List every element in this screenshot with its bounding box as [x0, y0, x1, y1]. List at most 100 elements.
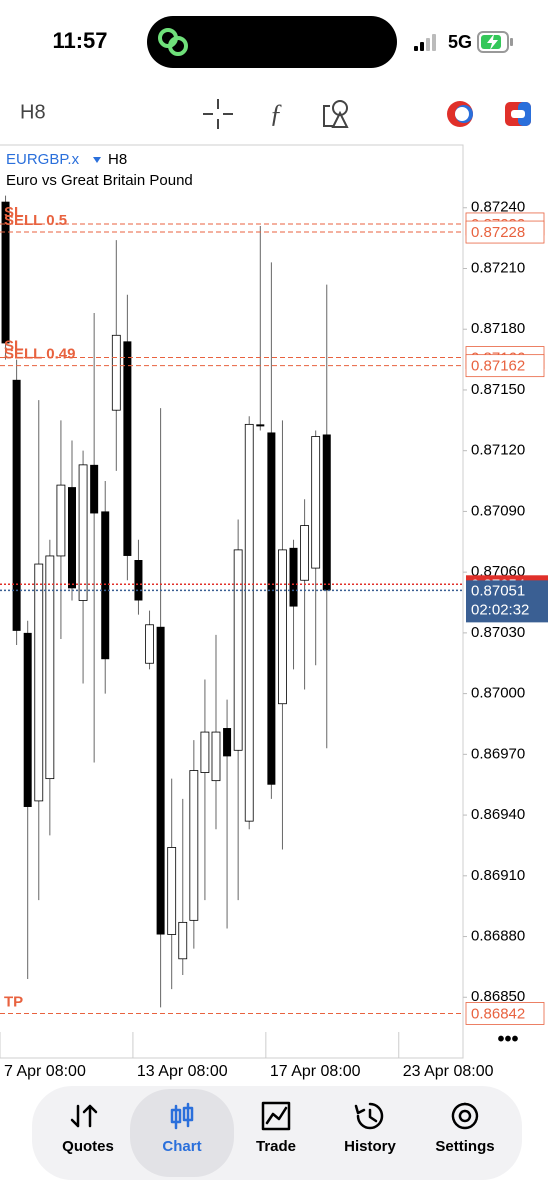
- tab-label: History: [344, 1138, 396, 1155]
- battery: [477, 31, 513, 53]
- candle-body: [78, 464, 88, 601]
- candle-body: [111, 334, 121, 411]
- bid-price-label: 0.87051: [471, 582, 525, 599]
- bid-price-box: [466, 580, 548, 623]
- candle-body: [1, 201, 10, 344]
- candle-body: [134, 560, 143, 601]
- order-label: SELL 0.5: [4, 212, 67, 229]
- order-price-label: 0.87162: [471, 358, 525, 375]
- chart-subtitle: Euro vs Great Britain Pound: [6, 172, 193, 189]
- x-tick-label: 7 Apr 08:00: [4, 1063, 86, 1080]
- tab-icon: [70, 1104, 98, 1128]
- order-price-label: 0.87228: [471, 224, 525, 241]
- candle-body: [200, 731, 210, 773]
- more-button[interactable]: •••: [497, 1028, 518, 1050]
- y-tick-label: 0.87150: [471, 381, 525, 398]
- candle-body: [145, 624, 154, 664]
- candle-body: [244, 423, 254, 822]
- tab-list: Quotes Chart Trade History Settings: [62, 1089, 495, 1177]
- objects-button[interactable]: [323, 100, 349, 128]
- candle-body: [23, 632, 32, 807]
- candle-body: [223, 728, 232, 757]
- tab-label: Trade: [256, 1138, 296, 1155]
- tab[interactable]: Quotes: [62, 1104, 114, 1155]
- order-label: SELL 0.49: [4, 346, 75, 363]
- y-tick-label: 0.86940: [471, 806, 525, 823]
- app-icon: [158, 28, 188, 56]
- tab-bar: [32, 1086, 522, 1180]
- y-tick-label: 0.87030: [471, 624, 525, 641]
- candle-body: [211, 731, 221, 782]
- y-tick-label: 0.87240: [471, 199, 525, 216]
- candle-body: [67, 487, 76, 589]
- network-label: 5G: [448, 32, 472, 52]
- candle-body: [233, 549, 243, 751]
- candle-body: [12, 379, 21, 631]
- y-tick-label: 0.87180: [471, 320, 525, 337]
- order-price-box: [465, 1002, 545, 1025]
- crosshair-button[interactable]: [203, 99, 233, 129]
- candle-body: [178, 921, 188, 960]
- symbol-dropdown[interactable]: [93, 157, 101, 163]
- plot-area: 0.87240 0.87210 0.87180 0.87150 0.87120 0.870…: [0, 195, 548, 1080]
- tab[interactable]: Chart: [162, 1102, 202, 1155]
- order-label: SL: [4, 204, 23, 221]
- candle-body: [311, 436, 321, 569]
- y-tick-label: 0.87000: [471, 685, 525, 702]
- y-tick-label: 0.87120: [471, 442, 525, 459]
- tab[interactable]: History: [344, 1102, 396, 1155]
- order-price-box: [465, 220, 545, 244]
- y-tick-label: 0.86910: [471, 867, 525, 884]
- tab[interactable]: Settings: [435, 1102, 495, 1155]
- candle-body: [167, 847, 177, 935]
- chart-frame: [0, 144, 464, 1059]
- tab-label: Chart: [162, 1138, 201, 1155]
- x-tick-label: 13 Apr 08:00: [137, 1063, 228, 1080]
- order-label: TP: [4, 993, 23, 1010]
- dynamic-island: [147, 16, 397, 68]
- candle-body: [189, 770, 199, 921]
- y-tick-label: 0.87090: [471, 502, 525, 519]
- candle-body: [123, 341, 132, 556]
- active-tab-highlight: [130, 1089, 234, 1177]
- candle-body: [45, 555, 55, 780]
- tab-label: Quotes: [62, 1138, 114, 1155]
- y-tick-label: 0.86850: [471, 988, 525, 1005]
- candle-body: [256, 424, 265, 427]
- candle-body: [300, 525, 310, 581]
- candle-body: [90, 464, 99, 514]
- candle-body: [56, 484, 66, 557]
- toolbar-timeframe[interactable]: H8: [20, 101, 46, 123]
- order-price-box: [465, 354, 545, 378]
- x-tick-label: 23 Apr 08:00: [403, 1063, 494, 1080]
- signal-bars: [414, 34, 436, 51]
- status-time: 11:57: [52, 28, 107, 53]
- trade-button[interactable]: [505, 102, 531, 126]
- chart-timeframe: H8: [108, 151, 127, 168]
- tab-icon: [451, 1102, 479, 1130]
- tab-icon: [354, 1102, 384, 1130]
- tab-icon: [261, 1101, 291, 1131]
- bid-countdown: 02:02:32: [471, 601, 529, 618]
- tab-icon: [170, 1102, 194, 1130]
- chart-symbol[interactable]: EURGBP.x: [6, 151, 80, 168]
- tab-label: Settings: [435, 1138, 494, 1155]
- candle-body: [289, 547, 298, 607]
- candle-body: [322, 434, 331, 591]
- y-tick-label: 0.86880: [471, 928, 525, 945]
- one-click-button[interactable]: [447, 101, 473, 127]
- candle-body: [156, 626, 165, 935]
- x-tick-label: 17 Apr 08:00: [270, 1063, 361, 1080]
- candle-body: [101, 511, 110, 660]
- candle-body: [278, 549, 287, 705]
- tab[interactable]: Trade: [256, 1101, 296, 1155]
- order-price-label: 0.86842: [471, 1005, 525, 1022]
- y-tick-label: 0.86970: [471, 745, 525, 762]
- candle-body: [267, 432, 276, 785]
- candle-body: [34, 563, 44, 802]
- indicators-button[interactable]: ƒ: [270, 99, 283, 128]
- y-tick-label: 0.87210: [471, 259, 525, 276]
- order-label: SL: [4, 338, 23, 355]
